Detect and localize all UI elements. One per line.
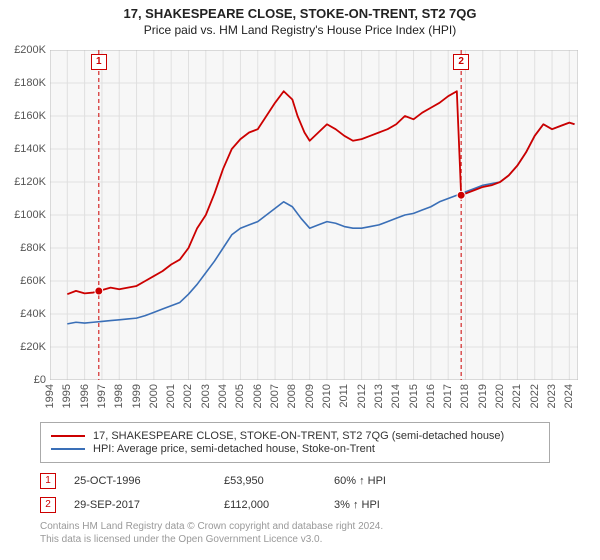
x-tick-label: 2006 (252, 384, 264, 408)
x-tick-label: 2019 (477, 384, 489, 408)
y-tick-label: £40K (20, 308, 46, 320)
x-tick-label: 2000 (148, 384, 160, 408)
sales-table: 1 25-OCT-1996£53,95060% ↑ HPI 2 29-SEP-2017… (40, 468, 550, 521)
sale-row: 1 25-OCT-1996£53,95060% ↑ HPI (40, 473, 550, 489)
footer-license: Contains HM Land Registry data © Crown c… (40, 520, 560, 546)
y-tick-label: £20K (20, 341, 46, 353)
x-tick-label: 2009 (304, 384, 316, 408)
x-tick-label: 2012 (356, 384, 368, 408)
x-tick-label: 2002 (182, 384, 194, 408)
legend: 17, SHAKESPEARE CLOSE, STOKE-ON-TRENT, S… (40, 422, 550, 463)
x-tick-label: 2023 (546, 384, 558, 408)
sale-marker-box: 2 (453, 54, 469, 70)
x-tick-label: 2004 (217, 384, 229, 408)
x-tick-label: 2020 (494, 384, 506, 408)
chart-titles: 17, SHAKESPEARE CLOSE, STOKE-ON-TRENT, S… (0, 0, 600, 37)
footer-line1: Contains HM Land Registry data © Crown c… (40, 521, 383, 532)
sale-row-price: £112,000 (224, 499, 334, 511)
y-tick-label: £120K (14, 176, 46, 188)
sale-row-date: 25-OCT-1996 (74, 475, 224, 487)
sale-row-marker: 2 (40, 497, 56, 513)
x-tick-label: 1994 (44, 384, 56, 408)
legend-label-property: 17, SHAKESPEARE CLOSE, STOKE-ON-TRENT, S… (93, 430, 504, 442)
y-tick-label: £140K (14, 143, 46, 155)
x-tick-label: 2021 (511, 384, 523, 408)
x-tick-label: 1999 (131, 384, 143, 408)
sale-marker-box: 1 (91, 54, 107, 70)
x-tick-label: 2014 (390, 384, 402, 408)
x-tick-label: 2018 (459, 384, 471, 408)
x-tick-label: 2005 (234, 384, 246, 408)
legend-row-property: 17, SHAKESPEARE CLOSE, STOKE-ON-TRENT, S… (51, 430, 539, 442)
y-tick-label: £60K (20, 275, 46, 287)
sale-row: 2 29-SEP-2017£112,0003% ↑ HPI (40, 497, 550, 513)
sale-row-price: £53,950 (224, 475, 334, 487)
chart-svg (50, 50, 578, 380)
y-tick-label: £100K (14, 209, 46, 221)
chart-container: 17, SHAKESPEARE CLOSE, STOKE-ON-TRENT, S… (0, 0, 600, 560)
x-tick-label: 2003 (200, 384, 212, 408)
x-tick-label: 2015 (408, 384, 420, 408)
footer-line2: This data is licensed under the Open Gov… (40, 534, 322, 545)
legend-swatch-property (51, 435, 85, 437)
x-tick-label: 1997 (96, 384, 108, 408)
sale-row-delta: 60% ↑ HPI (334, 475, 434, 487)
x-tick-label: 1998 (113, 384, 125, 408)
x-tick-label: 2013 (373, 384, 385, 408)
sale-row-date: 29-SEP-2017 (74, 499, 224, 511)
legend-row-hpi: HPI: Average price, semi-detached house,… (51, 443, 539, 455)
x-tick-label: 1995 (61, 384, 73, 408)
x-tick-label: 2024 (563, 384, 575, 408)
x-tick-label: 2010 (321, 384, 333, 408)
y-tick-label: £200K (14, 44, 46, 56)
y-tick-label: £180K (14, 77, 46, 89)
x-tick-label: 2001 (165, 384, 177, 408)
chart-subtitle: Price paid vs. HM Land Registry's House … (0, 23, 600, 37)
sale-row-marker: 1 (40, 473, 56, 489)
sale-row-delta: 3% ↑ HPI (334, 499, 434, 511)
x-tick-label: 2011 (338, 384, 350, 408)
chart-area: £0£20K£40K£60K£80K£100K£120K£140K£160K£1… (0, 50, 600, 410)
x-tick-label: 1996 (79, 384, 91, 408)
y-tick-label: £80K (20, 242, 46, 254)
x-tick-label: 2017 (442, 384, 454, 408)
x-tick-label: 2016 (425, 384, 437, 408)
x-tick-label: 2022 (529, 384, 541, 408)
y-tick-label: £160K (14, 110, 46, 122)
x-tick-label: 2008 (286, 384, 298, 408)
legend-swatch-hpi (51, 448, 85, 450)
legend-label-hpi: HPI: Average price, semi-detached house,… (93, 443, 375, 455)
x-tick-label: 2007 (269, 384, 281, 408)
chart-title: 17, SHAKESPEARE CLOSE, STOKE-ON-TRENT, S… (0, 6, 600, 21)
